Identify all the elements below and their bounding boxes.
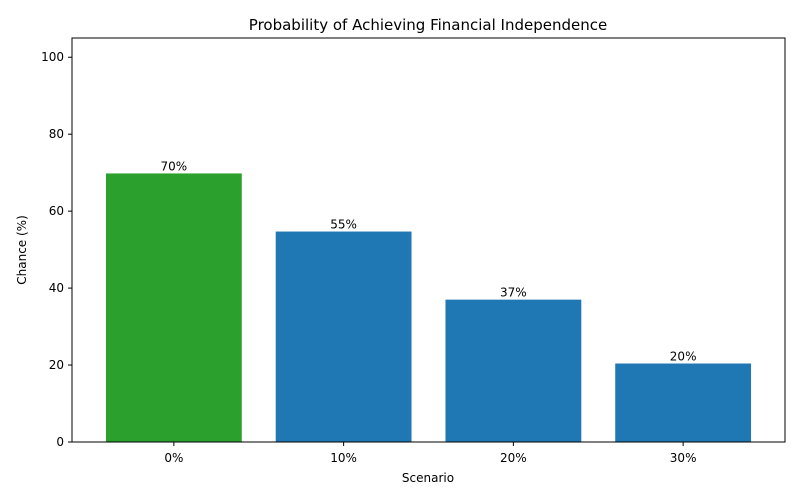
bar-1 (275, 231, 412, 442)
y-tick-label: 20 (49, 358, 64, 372)
x-tick-label: 10% (330, 451, 357, 465)
y-tick-label: 100 (41, 50, 64, 64)
bar-3 (615, 363, 752, 442)
x-tick-label: 0% (164, 451, 183, 465)
bar-0 (105, 173, 242, 442)
chart-title: Probability of Achieving Financial Indep… (249, 16, 607, 34)
bar-value-label: 70% (161, 159, 188, 173)
y-tick-label: 60 (49, 204, 64, 218)
x-axis-label: Scenario (402, 471, 454, 485)
x-axis-ticks: 0% 10% 20% 30% (164, 442, 696, 465)
bar-value-label: 55% (330, 218, 357, 232)
bar-value-label: 37% (500, 286, 527, 300)
y-tick-label: 40 (49, 281, 64, 295)
x-tick-label: 20% (500, 451, 527, 465)
bar-value-label: 20% (670, 350, 697, 364)
bar-value-labels: 70% 55% 37% 20% (161, 159, 697, 363)
y-axis-ticks: 0 20 40 60 80 100 (41, 50, 72, 449)
plot-frame (71, 37, 786, 443)
bar-2 (445, 299, 582, 442)
y-tick-label: 80 (49, 127, 64, 141)
x-tick-label: 30% (670, 451, 697, 465)
bars (105, 173, 752, 442)
y-tick-label: 0 (56, 435, 64, 449)
y-axis-label: Chance (%) (15, 215, 29, 285)
